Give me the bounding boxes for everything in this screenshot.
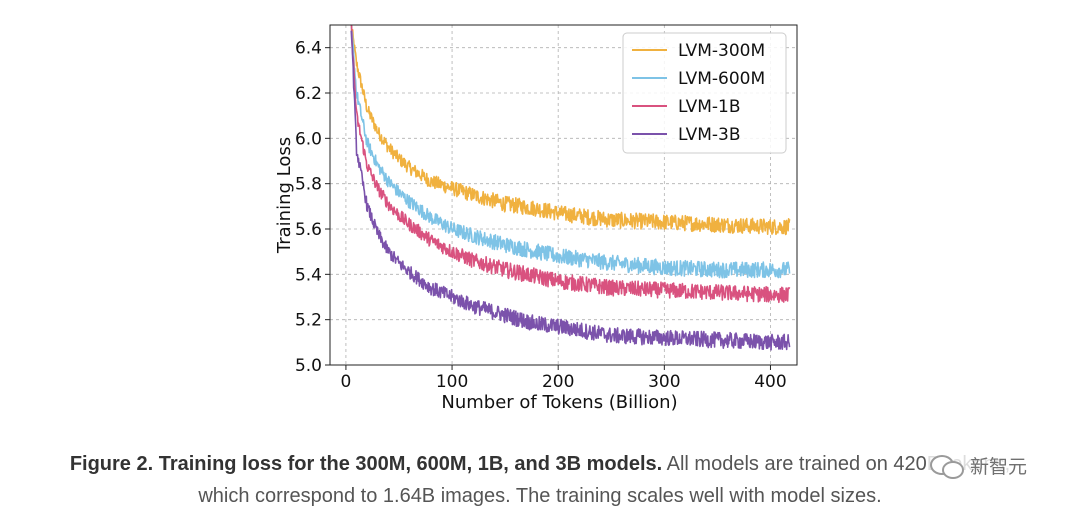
y-tick-label: 5.4 [295, 265, 322, 285]
series-line-lvm-300m [350, 25, 791, 236]
y-tick-label: 5.0 [295, 356, 322, 376]
x-tick-label: 0 [341, 372, 352, 392]
y-tick-label: 6.0 [295, 129, 322, 149]
y-tick-label: 6.2 [295, 84, 322, 104]
legend-box [622, 32, 787, 154]
chart-canvas: 0 100 200 300 400 5.0 5.2 5.4 5.6 5.8 6.0 6.2 6.4 Num… [274, 24, 798, 413]
legend-label: LVM-300M [678, 41, 765, 61]
x-tick-label: 300 [648, 372, 680, 392]
x-tick-label: 200 [542, 372, 574, 392]
series-lines [350, 25, 791, 351]
caption-bold: Figure 2. Training loss for the 300M, 60… [69, 453, 663, 475]
wechat-icon [930, 453, 964, 479]
x-tick-label: 100 [436, 372, 468, 392]
y-tick-label: 5.6 [295, 220, 322, 240]
legend-label: LVM-3B [678, 125, 741, 145]
watermark: 新智元 [926, 451, 1032, 479]
x-tick-label: 400 [754, 372, 786, 392]
axes-frame [329, 24, 798, 366]
series-line-lvm-1b [350, 25, 791, 304]
caption-line-1: Figure 2. Training loss for the 300M, 60… [0, 448, 1080, 480]
legend: LVM-300M LVM-600M LVM-1B LVM-3B [622, 32, 787, 154]
y-tick-label: 6.4 [295, 39, 322, 59]
y-tick-label: 5.2 [295, 311, 322, 331]
watermark-text: 新智元 [970, 455, 1028, 478]
y-tick-label: 5.8 [295, 175, 322, 195]
caption-line-2: which correspond to 1.64B images. The tr… [198, 485, 882, 507]
x-axis-label: Number of Tokens (Billion) [441, 392, 677, 413]
series-line-lvm-600m [350, 25, 791, 279]
y-axis-label: Training Loss [274, 137, 295, 254]
caption-line1-rest: All models are trained on 420B tokens, [662, 453, 1011, 475]
legend-label: LVM-1B [678, 97, 741, 117]
figure-caption: Figure 2. Training loss for the 300M, 60… [0, 448, 1080, 512]
training-loss-chart: 0 100 200 300 400 5.0 5.2 5.4 5.6 5.8 6.0 6.2 6.4 Num… [274, 24, 798, 413]
series-line-lvm-3b [350, 30, 791, 351]
legend-label: LVM-600M [678, 69, 765, 89]
